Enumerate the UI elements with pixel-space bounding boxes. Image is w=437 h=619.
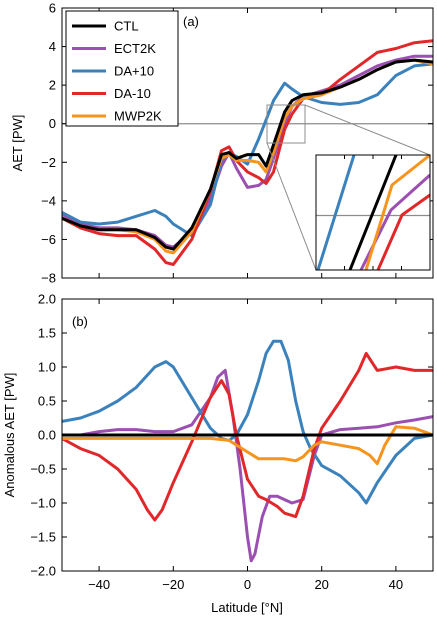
panel-a-ytick-label: −6: [41, 232, 56, 247]
panel-a-label: (a): [183, 14, 199, 29]
inset-series: [316, 155, 430, 270]
panel-b-xtick-label: 0: [244, 577, 251, 592]
panel-b-series-ect2k: [62, 368, 433, 563]
inset-series-daplus10: [316, 155, 356, 270]
panel-b-ytick-label: −2.0: [30, 564, 56, 579]
panel-a-series-ctl: [62, 58, 433, 251]
panel-b-ylabel: Anomalous AET [PW]: [2, 373, 17, 498]
panel-b-ytick-label: 1.5: [38, 326, 56, 341]
panel-b-frame: [61, 298, 434, 572]
inset-ticks: [344, 155, 402, 270]
inset-series-da-10: [376, 193, 430, 270]
panel-b-xtick-label: 40: [389, 577, 403, 592]
panel-a-ytick-label: 4: [49, 39, 56, 54]
legend-box: [65, 10, 179, 127]
panel-a-ytick-label: −4: [41, 193, 56, 208]
panel-b-xlabel: Latitude [°N]: [211, 600, 283, 615]
panel-a-ytick-label: −8: [41, 271, 56, 286]
panel-b-ytick-label: 0.5: [38, 394, 56, 409]
panel-a-series: [62, 39, 433, 266]
legend-label-mwp2k: MWP2K: [114, 109, 162, 124]
legend-label-da-10: DA-10: [114, 86, 151, 101]
panel-a-ytick-label: 2: [49, 78, 56, 93]
panel-b-series: [62, 339, 433, 563]
panel-b-ytick-label: 1.0: [38, 360, 56, 375]
inset-source-box: [266, 104, 306, 144]
panel-b-xtick-label: −20: [162, 577, 184, 592]
panel-b-ticks: −2.0 −1.5 −1.0 −0.5 0.0 0.5 1.0 1.5 2.0 −40 −20 0 20…: [30, 292, 433, 592]
panel-b-series-mwp2k: [62, 425, 433, 466]
panel-b-ytick-label: 0.0: [38, 428, 56, 443]
inset-frame: [315, 154, 431, 271]
panel-b-series-daplus10: [62, 339, 433, 505]
panel-a-ytick-label: −2: [41, 155, 56, 170]
panel-b-ytick-label: 2.0: [38, 292, 56, 307]
panel-a: −8 −6 −4 −2 0 2 4 6 (a) AET [PW] CTL ECT2K DA+10 D…: [10, 1, 434, 286]
legend-label-daplus10: DA+10: [114, 64, 154, 79]
panel-b-series-da-10: [62, 351, 433, 522]
panel-b-label: (b): [72, 314, 88, 329]
legend-label-ctl: CTL: [114, 19, 139, 34]
panel-b-xtick-label: −40: [88, 577, 110, 592]
panel-b-xtick-label: 20: [314, 577, 328, 592]
panel-a-ylabel: AET [PW]: [10, 115, 25, 172]
panel-a-frame: [61, 7, 434, 279]
legend-label-ect2k: ECT2K: [114, 41, 156, 56]
panel-a-ytick-label: 0: [49, 116, 56, 131]
inset-connector-upper: [304, 104, 431, 156]
legend: CTL ECT2K DA+10 DA-10 MWP2K: [65, 10, 179, 127]
inset-connector-lower: [266, 142, 317, 271]
inset: [266, 104, 431, 271]
panel-a-series-da-10: [62, 39, 433, 266]
panel-a-ytick-label: 6: [49, 1, 56, 16]
panel-b-ytick-label: −1.5: [30, 530, 56, 545]
panel-a-ticks: −8 −6 −4 −2 0 2 4 6: [41, 1, 433, 286]
panel-b-ytick-label: −0.5: [30, 462, 56, 477]
inset-series-ctl: [348, 155, 398, 270]
legend-items: CTL ECT2K DA+10 DA-10 MWP2K: [72, 19, 162, 124]
panel-a-series-daplus10: [62, 62, 433, 238]
inset-series-mwp2k: [364, 155, 430, 270]
panel-b: −2.0 −1.5 −1.0 −0.5 0.0 0.5 1.0 1.5 2.0 −40 −20 0 20…: [2, 292, 434, 615]
panel-b-ytick-label: −1.0: [30, 496, 56, 511]
